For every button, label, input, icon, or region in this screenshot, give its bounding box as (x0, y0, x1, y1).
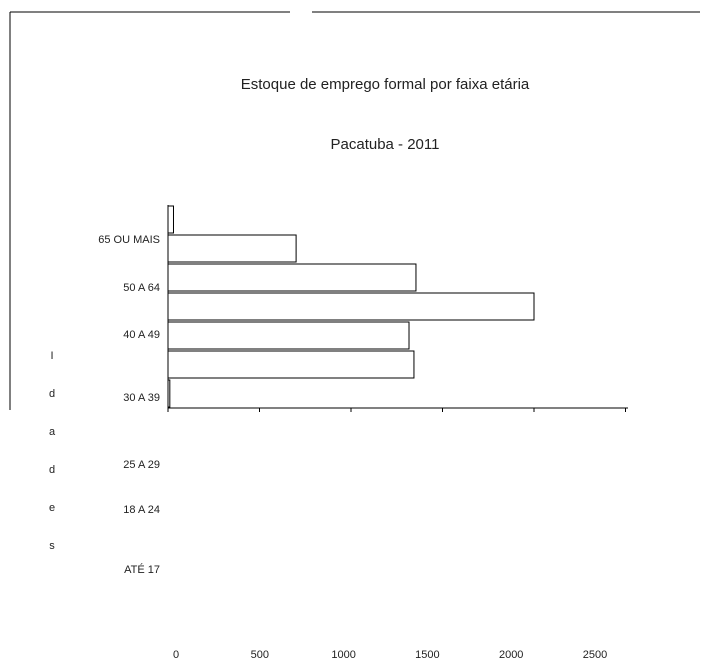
bar (167, 350, 415, 379)
x-tick-label: 2000 (499, 649, 523, 661)
x-tick-label: 500 (251, 649, 269, 661)
chart-title: Estoque de emprego formal por faixa etár… (241, 76, 530, 93)
y-tick-label: ATÉ 17 (124, 563, 160, 576)
y-tick-label: 50 A 64 (123, 282, 160, 294)
y-tick-label: 30 A 39 (123, 392, 160, 404)
bar (167, 292, 535, 321)
bar (167, 379, 171, 408)
chart-subtitle: Pacatuba - 2011 (331, 136, 440, 153)
bar (167, 263, 417, 292)
y-tick-label: 18 A 24 (123, 504, 160, 516)
y-tick-label: 65 OU MAIS (98, 234, 160, 246)
bar (167, 321, 410, 350)
x-tick-label: 1000 (331, 649, 355, 661)
bar (167, 234, 297, 263)
x-tick-label: 1500 (415, 649, 439, 661)
bar (167, 205, 174, 234)
y-tick-label: 40 A 49 (123, 329, 160, 341)
y-tick-label: 25 A 29 (123, 459, 160, 471)
x-tick-label: 0 (173, 649, 179, 661)
x-tick-label: 2500 (583, 649, 607, 661)
